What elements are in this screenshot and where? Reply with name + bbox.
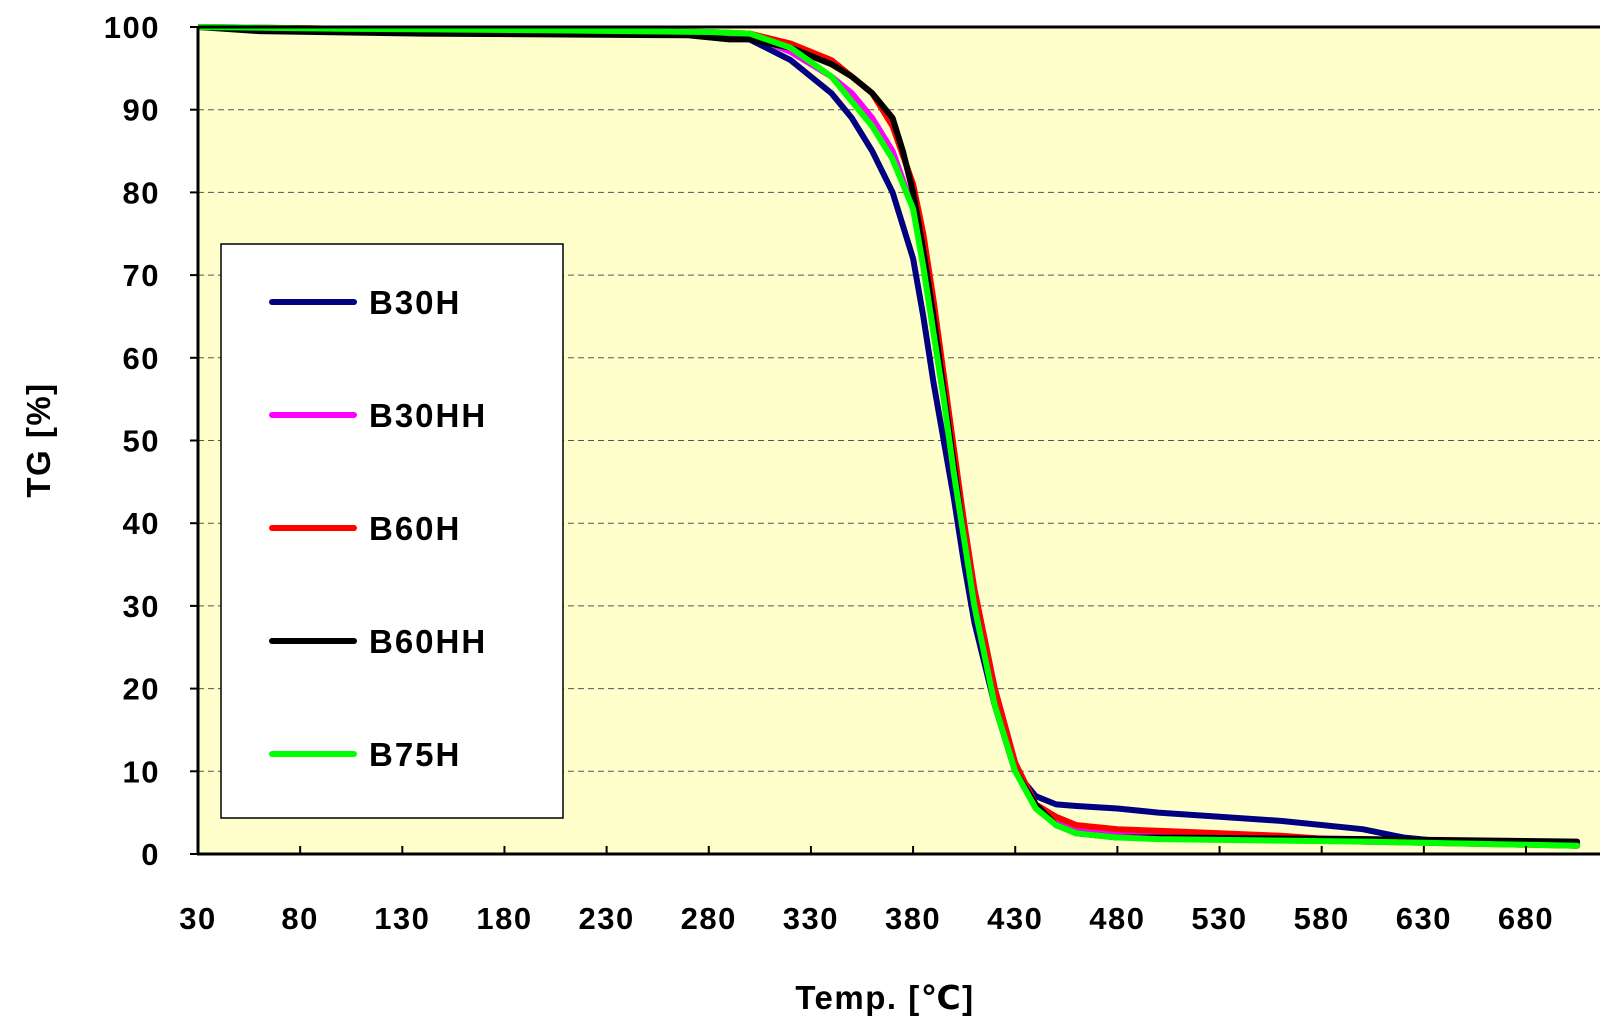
y-tick-label: 50 xyxy=(123,424,160,459)
y-tick-label: 10 xyxy=(123,754,160,789)
legend-label: B75H xyxy=(369,736,461,773)
series-group xyxy=(198,24,1581,849)
y-tick-label: 30 xyxy=(123,589,160,624)
y-tick-label: 0 xyxy=(141,837,160,872)
y-tick-label: 40 xyxy=(123,506,160,541)
x-tick-label: 280 xyxy=(681,901,737,936)
x-tick-label: 680 xyxy=(1498,901,1554,936)
x-axis-title: Temp. [℃] xyxy=(795,979,974,1016)
x-tick-label: 180 xyxy=(476,901,532,936)
x-tick-label: 480 xyxy=(1089,901,1145,936)
y-tick-label: 20 xyxy=(123,672,160,707)
legend: B30H B30HH B60H B60HH B75H xyxy=(220,243,564,819)
series-layer xyxy=(198,24,1581,849)
series-line-b75h xyxy=(198,24,1581,849)
x-tick-label: 230 xyxy=(578,901,634,936)
y-tick-label: 90 xyxy=(123,93,160,128)
y-tick-label: 70 xyxy=(123,258,160,293)
x-tick-label: 580 xyxy=(1294,901,1350,936)
x-tick-label: 30 xyxy=(179,901,216,936)
x-tick-label: 630 xyxy=(1396,901,1452,936)
y-tick-label: 100 xyxy=(104,10,160,45)
x-tick-label: 380 xyxy=(885,901,941,936)
legend-label: B30HH xyxy=(369,397,487,434)
x-ticks: 30 80 130 180 230 280 330 380 430 480 530 580 630 680 xyxy=(179,846,1554,936)
series-line-b30h xyxy=(198,24,1581,849)
legend-label: B60HH xyxy=(369,623,487,660)
legend-label: B30H xyxy=(369,284,461,321)
y-tick-label: 80 xyxy=(123,175,160,210)
legend-label: B60H xyxy=(369,510,461,547)
x-tick-label: 80 xyxy=(281,901,318,936)
x-tick-label: 330 xyxy=(783,901,839,936)
x-tick-label: 430 xyxy=(987,901,1043,936)
x-tick-label: 130 xyxy=(374,901,430,936)
y-tick-label: 60 xyxy=(123,341,160,376)
y-ticks: 0 10 20 30 40 50 60 70 80 90 100 xyxy=(104,10,198,872)
y-axis-title: TG [%] xyxy=(20,382,57,497)
x-tick-label: 530 xyxy=(1191,901,1247,936)
